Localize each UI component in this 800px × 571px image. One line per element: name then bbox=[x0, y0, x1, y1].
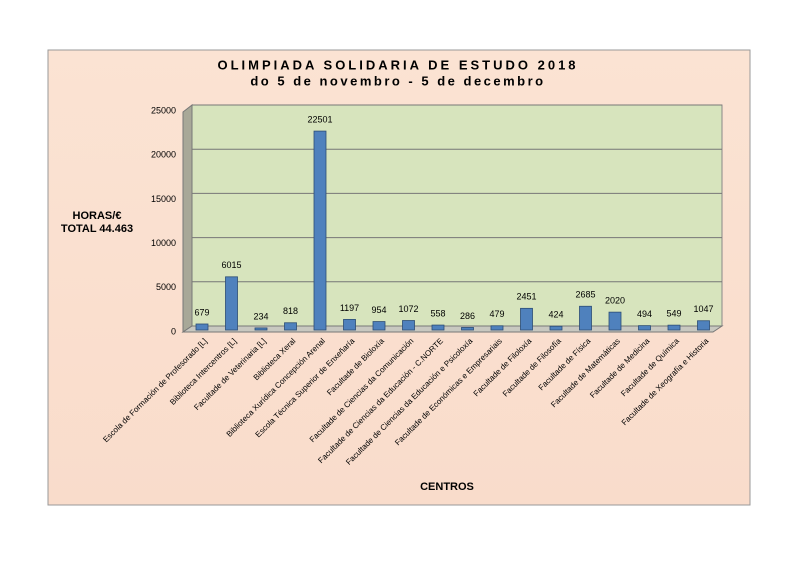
bar bbox=[520, 307, 533, 331]
data-label: 479 bbox=[489, 309, 504, 319]
data-label: 818 bbox=[283, 306, 298, 316]
x-axis-label: CENTROS bbox=[420, 481, 474, 493]
data-label: 22501 bbox=[307, 114, 332, 124]
data-label: 424 bbox=[548, 310, 563, 320]
y-axis-label: TOTAL 44.463 bbox=[61, 223, 133, 235]
bar bbox=[284, 322, 297, 331]
bar bbox=[461, 327, 474, 331]
data-label: 1072 bbox=[398, 304, 418, 314]
bar bbox=[195, 323, 209, 331]
bar bbox=[254, 327, 268, 331]
bar bbox=[667, 324, 681, 331]
data-label: 286 bbox=[460, 311, 475, 321]
y-tick-label: 20000 bbox=[151, 150, 176, 160]
data-label: 234 bbox=[253, 311, 268, 321]
side-wall bbox=[182, 103, 193, 333]
bar bbox=[608, 311, 622, 331]
chart-title: OLIMPIADA SOLIDARIA DE ESTUDO 2018 bbox=[217, 57, 578, 72]
bar bbox=[225, 276, 238, 331]
data-label: 679 bbox=[194, 307, 209, 317]
bar bbox=[697, 320, 710, 331]
data-label: 6015 bbox=[221, 260, 241, 270]
plot-area bbox=[191, 104, 723, 327]
y-axis-label: HORAS/€ bbox=[73, 210, 122, 222]
data-label: 2020 bbox=[605, 296, 625, 306]
data-label: 558 bbox=[430, 308, 445, 318]
y-tick-label: 25000 bbox=[151, 105, 176, 115]
y-tick-label: 0 bbox=[171, 326, 176, 336]
y-tick-label: 10000 bbox=[151, 238, 176, 248]
data-label: 494 bbox=[637, 309, 652, 319]
data-label: 1047 bbox=[693, 304, 713, 314]
chart-subtitle: do 5 de novembro - 5 de decembro bbox=[250, 73, 545, 88]
bar bbox=[579, 305, 592, 331]
y-tick-label: 15000 bbox=[151, 194, 176, 204]
data-label: 549 bbox=[666, 309, 681, 319]
data-label: 2685 bbox=[575, 290, 595, 300]
data-label: 2451 bbox=[516, 292, 536, 302]
data-label: 1197 bbox=[340, 303, 359, 313]
y-tick-label: 5000 bbox=[156, 282, 176, 292]
bar bbox=[549, 325, 563, 331]
bar bbox=[313, 130, 327, 331]
bar bbox=[343, 319, 356, 331]
bar bbox=[402, 320, 415, 331]
data-label: 954 bbox=[371, 305, 386, 315]
bar bbox=[372, 321, 386, 331]
bar bbox=[638, 325, 651, 331]
bar bbox=[431, 324, 445, 331]
bar bbox=[490, 325, 504, 331]
